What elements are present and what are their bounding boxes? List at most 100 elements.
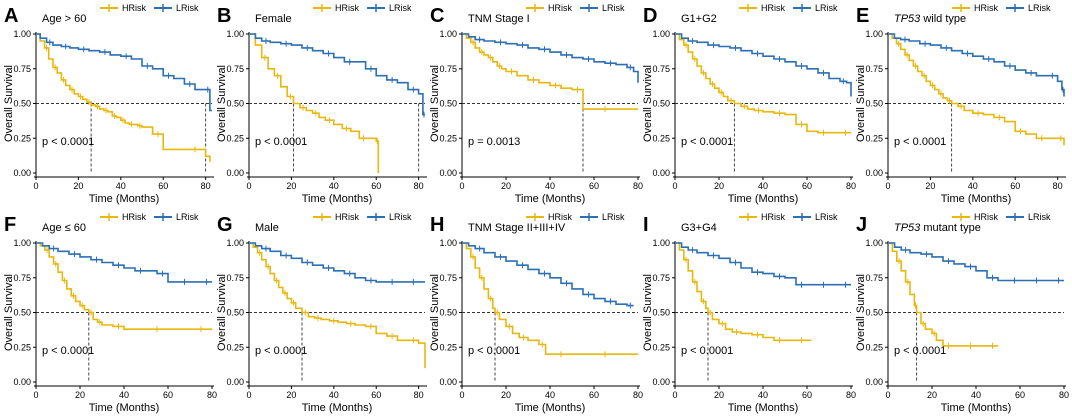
km-curve-hrisk — [462, 33, 638, 110]
panel-title-text: Female — [255, 13, 292, 25]
p-value: p < 0.0001 — [42, 345, 94, 357]
km-panel-f: F HRisk LRisk 0.00 0.25 0.50 0.75 1.00 0 20 40 60 80… — [3, 212, 217, 414]
y-tick-label: 1.00 — [226, 29, 244, 39]
x-tick-label: 20 — [501, 181, 511, 191]
x-tick-label: 80 — [633, 181, 643, 191]
y-axis-label: Overall Survival — [429, 65, 441, 142]
x-tick-label: 0 — [885, 390, 890, 400]
km-curve-lrisk — [675, 33, 852, 97]
p-value: p < 0.0001 — [255, 345, 307, 357]
y-tick-label: 1.00 — [13, 29, 31, 39]
panel-title-text: TNM Stage I — [468, 13, 530, 25]
panel-title: TNM Stage I — [468, 13, 530, 25]
panel-title-text: G3+G4 — [681, 222, 717, 234]
x-tick-label: 20 — [286, 390, 296, 400]
legend-hrisk-label: HRisk — [761, 212, 785, 222]
x-tick-label: 40 — [119, 390, 129, 400]
y-tick-label: 0.50 — [652, 99, 670, 109]
y-tick-label: 0.50 — [226, 99, 244, 109]
y-tick-label: 0.00 — [652, 168, 670, 178]
km-panel-d: D HRisk LRisk 0.00 0.25 0.50 0.75 1.00 0 20 40 60 80… — [642, 3, 856, 205]
x-tick-label: 60 — [802, 181, 812, 191]
km-panel-h: H HRisk LRisk 0.00 0.25 0.50 0.75 1.00 0 20 40 60 80… — [429, 212, 643, 414]
y-tick-label: 1.00 — [865, 29, 883, 39]
y-tick-label: 1.00 — [439, 238, 457, 248]
y-tick-label: 0.50 — [865, 99, 883, 109]
y-tick-label: 0.25 — [439, 342, 457, 352]
p-value: p = 0.0013 — [468, 136, 520, 148]
x-axis-label: Time (Months) — [89, 193, 160, 205]
x-axis-label: Time (Months) — [515, 402, 586, 414]
legend-hrisk-label: HRisk — [548, 212, 572, 222]
panel-letter: J — [856, 214, 867, 236]
x-tick-label: 0 — [246, 390, 251, 400]
panel-title: G3+G4 — [681, 222, 717, 234]
panel-letter: D — [643, 5, 657, 27]
legend-hrisk-label: HRisk — [761, 3, 785, 13]
y-tick-label: 0.50 — [865, 308, 883, 318]
legend-hrisk-label: HRisk — [974, 212, 998, 222]
x-tick-label: 60 — [371, 390, 381, 400]
panel-letter: C — [430, 5, 444, 27]
panel-title: Female — [255, 13, 292, 25]
legend-lrisk-label: LRisk — [1028, 212, 1051, 222]
x-tick-label: 0 — [459, 390, 464, 400]
panel-title-text: Male — [255, 222, 279, 234]
km-curve-hrisk — [36, 242, 212, 330]
x-tick-label: 20 — [925, 181, 935, 191]
x-tick-label: 20 — [927, 390, 937, 400]
km-panel-c: C HRisk LRisk 0.00 0.25 0.50 0.75 1.00 0 20 40 60 80… — [429, 3, 643, 205]
legend-lrisk-label: LRisk — [1028, 3, 1051, 13]
x-tick-label: 40 — [968, 181, 978, 191]
km-curve-lrisk — [462, 33, 639, 83]
x-tick-label: 80 — [1053, 181, 1063, 191]
x-axis-label: Time (Months) — [302, 402, 373, 414]
y-tick-label: 0.75 — [439, 64, 457, 74]
x-axis-label: Time (Months) — [515, 193, 586, 205]
legend-hrisk-label: HRisk — [122, 3, 146, 13]
y-axis-label: Overall Survival — [855, 274, 867, 351]
x-tick-label: 60 — [158, 181, 168, 191]
km-curve-hrisk — [462, 242, 638, 355]
y-axis-label: Overall Survival — [642, 274, 654, 351]
y-tick-label: 0.75 — [865, 273, 883, 283]
y-tick-label: 1.00 — [439, 29, 457, 39]
y-tick-label: 0.75 — [439, 273, 457, 283]
x-tick-label: 60 — [802, 390, 812, 400]
legend-lrisk-label: LRisk — [389, 212, 412, 222]
km-curve-hrisk — [36, 33, 211, 162]
y-axis-label: Overall Survival — [216, 274, 228, 351]
km-curve-lrisk — [888, 33, 1065, 97]
km-panel-a: A HRisk LRisk 0.00 0.25 0.50 0.75 1.00 0 20 40 60 80… — [3, 3, 214, 205]
km-curve-hrisk — [675, 33, 851, 134]
x-axis-label: Time (Months) — [728, 402, 799, 414]
x-tick-label: 20 — [75, 390, 85, 400]
km-panel-i: I HRisk LRisk 0.00 0.25 0.50 0.75 1.00 0 20 40 60 80… — [642, 212, 856, 414]
legend-hrisk-label: HRisk — [335, 212, 359, 222]
x-tick-label: 20 — [73, 181, 83, 191]
y-tick-label: 0.50 — [226, 308, 244, 318]
panel-letter: A — [4, 5, 18, 27]
y-axis-label: Overall Survival — [429, 274, 441, 351]
x-tick-label: 20 — [501, 390, 511, 400]
y-tick-label: 0.00 — [439, 377, 457, 387]
x-tick-label: 60 — [589, 181, 599, 191]
panel-title: TNM Stage II+III+IV — [468, 222, 566, 234]
y-axis-label: Overall Survival — [216, 65, 228, 142]
x-tick-label: 60 — [589, 390, 599, 400]
panel-letter: E — [856, 5, 869, 27]
y-tick-label: 0.25 — [865, 133, 883, 143]
panel-title: Male — [255, 222, 279, 234]
y-tick-label: 0.25 — [226, 342, 244, 352]
panel-title-text: wild type — [920, 13, 966, 25]
panel-title: Age > 60 — [42, 13, 86, 25]
km-curve-hrisk — [888, 242, 998, 347]
x-tick-label: 40 — [329, 181, 339, 191]
y-tick-label: 0.50 — [13, 308, 31, 318]
km-curve-lrisk — [249, 33, 425, 116]
panel-letter: B — [217, 5, 231, 27]
y-tick-label: 0.75 — [13, 64, 31, 74]
y-tick-label: 1.00 — [226, 238, 244, 248]
x-tick-label: 0 — [459, 181, 464, 191]
y-tick-label: 0.00 — [13, 377, 31, 387]
